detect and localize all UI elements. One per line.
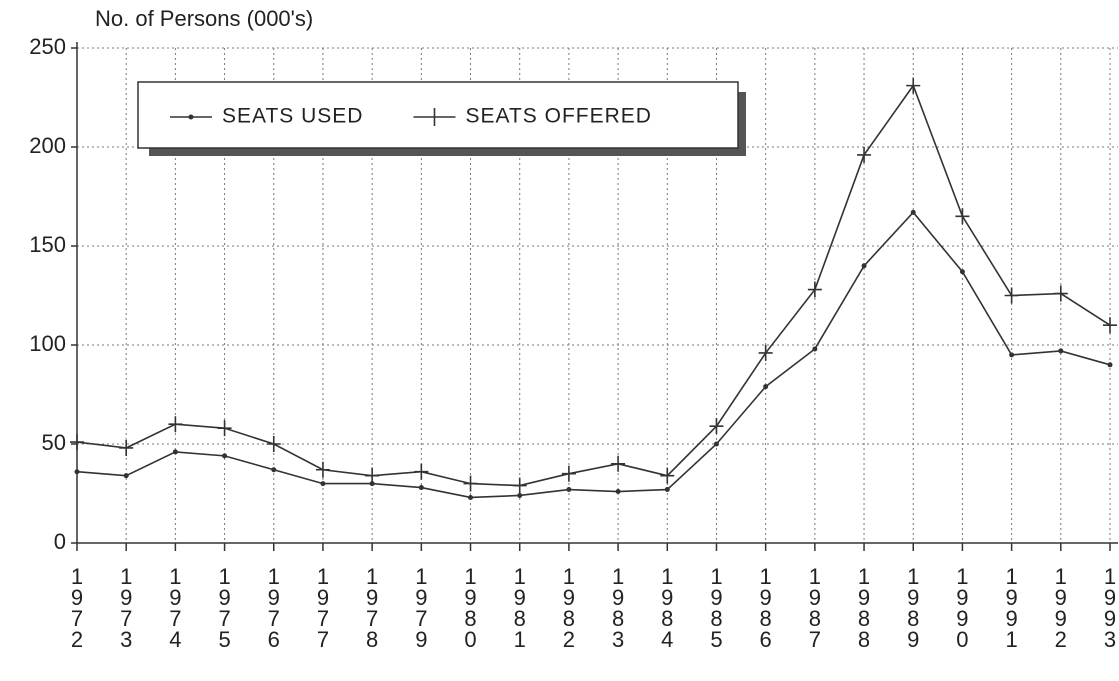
series-line: [76, 211, 1111, 499]
point-marker: [615, 489, 621, 495]
legend: SEATS USED SEATS OFFERED: [137, 81, 746, 156]
point-marker: [315, 461, 330, 478]
x-tick-label: 1981: [513, 564, 526, 652]
point-marker: [566, 487, 572, 493]
x-tick-label: 1985: [710, 564, 723, 652]
point-marker: [709, 418, 724, 435]
x-tick-label: 1993: [1103, 564, 1117, 652]
point-marker: [70, 434, 84, 451]
x-tick-label: 1980: [464, 564, 477, 652]
point-marker: [74, 469, 80, 475]
point-marker: [172, 449, 178, 455]
x-tick-label: 1982: [562, 564, 576, 652]
point-marker: [168, 416, 183, 433]
x-tick-label: 1976: [267, 564, 280, 652]
y-tick-label: 200: [29, 133, 66, 158]
point-marker: [861, 263, 867, 269]
point-marker: [1103, 317, 1117, 334]
point-marker: [517, 492, 523, 498]
point-marker: [955, 208, 970, 225]
point-marker: [906, 77, 921, 94]
point-marker: [418, 485, 424, 491]
y-tick-label: 150: [29, 232, 66, 257]
x-tick-label: 1972: [70, 564, 84, 652]
point-marker: [217, 420, 232, 437]
x-tick-label: 1986: [759, 564, 772, 652]
legend-label: SEATS USED: [222, 105, 363, 128]
point-marker: [611, 455, 626, 472]
point-marker: [812, 346, 818, 352]
legend-box: [137, 81, 739, 149]
point-marker: [320, 481, 326, 487]
y-tick-label: 50: [42, 430, 66, 455]
point-marker: [807, 281, 822, 298]
y-axis-label: No. of Persons (000's): [95, 6, 313, 31]
x-tick-label: 1977: [316, 564, 330, 652]
point-marker: [1004, 287, 1019, 304]
point-marker: [271, 467, 277, 473]
point-marker: [959, 269, 965, 275]
x-tick-label: 1983: [611, 564, 625, 652]
x-tick-label: 1992: [1054, 564, 1067, 652]
x-tick-label: 1973: [120, 564, 133, 652]
y-tick-label: 250: [29, 34, 66, 59]
point-marker: [763, 384, 769, 390]
point-marker: [660, 467, 675, 484]
point-marker: [123, 473, 129, 479]
legend-marker: [188, 114, 194, 120]
point-marker: [222, 453, 228, 459]
point-marker: [365, 467, 380, 484]
x-tick-label: 1975: [218, 564, 231, 652]
series-line: [76, 83, 1111, 487]
point-marker: [266, 436, 281, 452]
x-tick-label: 1978: [366, 564, 379, 652]
point-marker: [414, 463, 429, 480]
x-tick-label: 1984: [661, 564, 674, 652]
point-marker: [463, 475, 478, 492]
point-marker: [857, 146, 872, 163]
point-marker: [1053, 285, 1068, 302]
x-tick-label: 1987: [808, 564, 821, 652]
point-marker: [561, 465, 576, 482]
point-marker: [119, 439, 134, 456]
x-tick-label: 1989: [907, 564, 920, 652]
legend-label: SEATS OFFERED: [465, 105, 651, 128]
point-marker: [664, 487, 670, 493]
point-marker: [910, 209, 916, 215]
x-tick-label: 1990: [956, 564, 969, 652]
y-tick-label: 100: [29, 331, 66, 356]
x-tick-label: 1991: [1005, 564, 1018, 652]
point-marker: [1009, 352, 1015, 358]
point-marker: [1107, 362, 1113, 368]
point-marker: [758, 344, 773, 361]
point-marker: [468, 494, 474, 500]
x-tick-label: 1988: [857, 564, 871, 652]
x-tick-label: 1979: [415, 564, 428, 652]
point-marker: [1058, 348, 1064, 354]
x-tick-label: 1974: [169, 564, 182, 652]
point-marker: [713, 441, 719, 447]
point-marker: [512, 477, 527, 494]
y-tick-label: 0: [54, 529, 66, 554]
